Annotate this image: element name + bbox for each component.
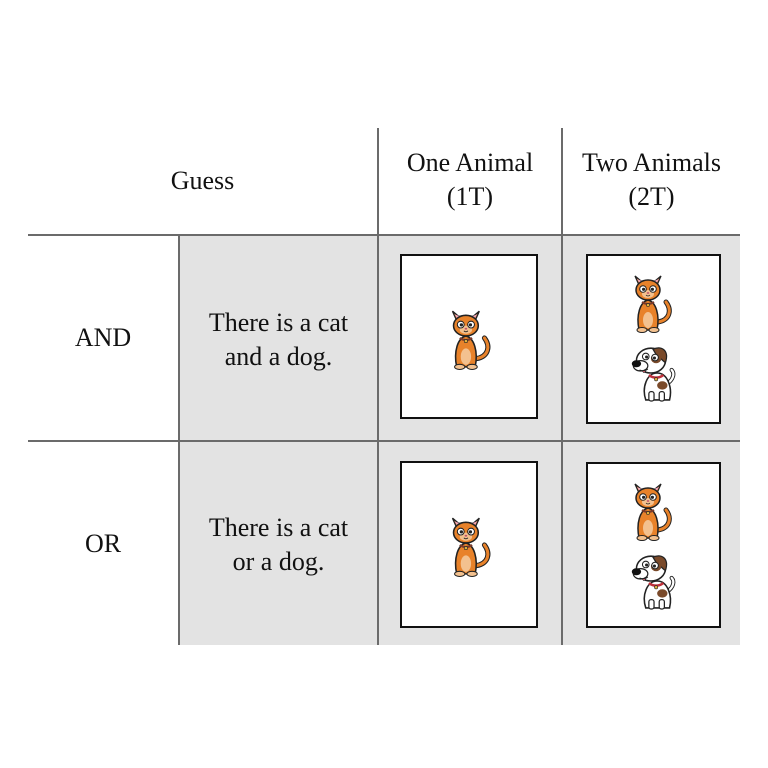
two-animals-header-line1: Two Animals	[581, 148, 721, 177]
cat-icon	[445, 512, 493, 578]
cat-icon	[628, 270, 674, 334]
two-animals-header: Two Animals (2T)	[563, 146, 740, 214]
divider-header-col2	[561, 128, 563, 645]
sentence-and-line1: There is a cat	[208, 308, 349, 337]
guess-header: Guess	[170, 166, 235, 195]
divider-row1-row2	[28, 440, 740, 442]
one-animal-header-line1: One Animal	[406, 148, 534, 177]
row-label-or: OR	[84, 528, 122, 558]
sentence-and: There is a cat and a dog.	[180, 306, 377, 374]
one-animal-header-line2: (1T)	[446, 182, 494, 211]
two-animals-header-line2: (2T)	[628, 182, 675, 211]
sentence-or-line1: There is a cat	[208, 513, 349, 542]
dog-icon	[628, 342, 678, 402]
one-animal-header: One Animal (1T)	[379, 146, 561, 214]
divider-header-col1	[377, 128, 379, 645]
sentence-or-line2: or a dog.	[232, 547, 325, 576]
divider-header-body	[28, 234, 740, 236]
sentence-or: There is a cat or a dog.	[180, 511, 377, 579]
cat-icon	[628, 478, 674, 542]
sentence-and-line2: and a dog.	[224, 342, 333, 371]
row-label-and: AND	[74, 323, 132, 352]
cat-icon	[445, 305, 493, 371]
dog-icon	[628, 550, 678, 610]
